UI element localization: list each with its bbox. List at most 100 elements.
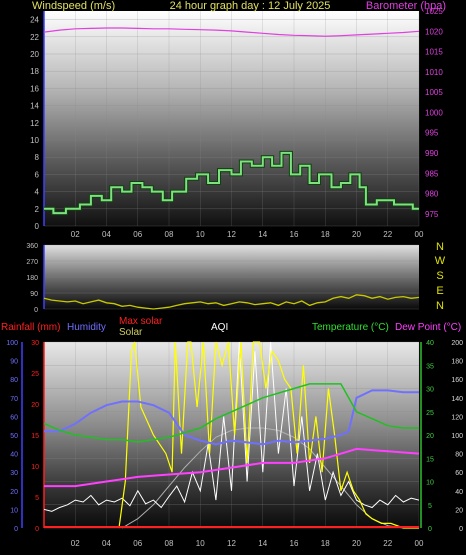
top-x-tick-label: 12 bbox=[227, 230, 236, 239]
direction-series-group bbox=[43, 294, 420, 310]
bottom-x-tick-label: 22 bbox=[383, 539, 392, 548]
barometer-tick-label: 1005 bbox=[425, 88, 443, 97]
humidity-tick-label: 70 bbox=[10, 396, 18, 403]
compass-letter-label: E bbox=[436, 285, 443, 297]
rain-tick-label: 0 bbox=[35, 526, 39, 533]
humidity-tick-label: 20 bbox=[10, 489, 18, 496]
windspeed-tick-label: 6 bbox=[35, 170, 40, 179]
temperature-tick-label: 30 bbox=[426, 387, 434, 394]
windspeed-tick-label: 16 bbox=[30, 84, 39, 93]
barometer-tick-label: 995 bbox=[425, 129, 439, 138]
top-gridlines bbox=[43, 11, 420, 227]
bottom-x-tick-label: 00 bbox=[415, 539, 424, 548]
aqi-tick-label: 140 bbox=[451, 396, 463, 403]
temperature-tick-label: 15 bbox=[426, 456, 434, 463]
rain-tick-label: 15 bbox=[31, 433, 39, 440]
direction-degree-label: 0 bbox=[34, 307, 38, 314]
aqi-tick-label: 180 bbox=[451, 359, 463, 366]
windspeed-tick-label: 2 bbox=[35, 205, 40, 214]
compass-letter-label: W bbox=[435, 255, 446, 267]
barometer-tick-label: 1000 bbox=[425, 108, 443, 117]
legend-temperature: Temperature (°C) bbox=[312, 322, 389, 333]
rain-tick-label: 20 bbox=[31, 402, 39, 409]
temperature-tick-label: 0 bbox=[428, 526, 432, 533]
top-series-group bbox=[43, 27, 420, 216]
aqi-tick-label: 40 bbox=[455, 489, 463, 496]
rain-tick-label: 10 bbox=[31, 464, 39, 471]
aqi-tick-label: 60 bbox=[455, 470, 463, 477]
windspeed-tick-label: 12 bbox=[30, 119, 39, 128]
top-x-tick-label: 18 bbox=[321, 230, 330, 239]
barometer-tick-label: 1010 bbox=[425, 68, 443, 77]
barometer-tick-label: 975 bbox=[425, 210, 439, 219]
direction-degree-ticks: 0 90 180 270 360 bbox=[26, 243, 38, 314]
humidity-tick-label: 60 bbox=[10, 414, 18, 421]
bottom-x-tick-label: 12 bbox=[227, 539, 236, 548]
barometer-axis-ticks: 975 980 985 990 995 1000 1005 1010 1015 1020 1025 bbox=[425, 7, 443, 219]
windspeed-tick-label: 8 bbox=[35, 153, 40, 162]
legend-max-solar: Max solar bbox=[119, 316, 163, 327]
temperature-tick-label: 40 bbox=[426, 340, 434, 347]
top-x-tick-label: 20 bbox=[352, 230, 361, 239]
rain-tick-label: 30 bbox=[31, 340, 39, 347]
bottom-series-group bbox=[43, 341, 420, 529]
windspeed-tick-label: 20 bbox=[30, 50, 39, 59]
top-x-tick-label: 08 bbox=[165, 230, 174, 239]
aqi-tick-label: 80 bbox=[455, 452, 463, 459]
chart-title: 24 hour graph day : 12 July 2025 bbox=[170, 0, 331, 12]
bottom-x-tick-label: 08 bbox=[165, 539, 174, 548]
legend-dew-point: Dew Point (°C) bbox=[395, 322, 461, 333]
aqi-tick-label: 200 bbox=[451, 340, 463, 347]
compass-letter-label: N bbox=[436, 241, 444, 253]
bottom-x-tick-label: 02 bbox=[71, 539, 80, 548]
aqi-tick-label: 100 bbox=[451, 433, 463, 440]
barometer-tick-label: 980 bbox=[425, 190, 439, 199]
top-x-tick-label: 10 bbox=[196, 230, 205, 239]
humidity-line bbox=[44, 389, 419, 446]
windspeed-tick-label: 22 bbox=[30, 33, 39, 42]
barometer-tick-label: 1025 bbox=[425, 7, 443, 16]
humidity-tick-label: 40 bbox=[10, 452, 18, 459]
humidity-tick-label: 50 bbox=[10, 433, 18, 440]
legend-humidity: Humidity bbox=[67, 322, 106, 333]
bottom-axes: 0510152025303540010203040506070809010005… bbox=[6, 340, 463, 533]
humidity-tick-label: 90 bbox=[10, 359, 18, 366]
aqi-line bbox=[43, 341, 420, 512]
legend-aqi: AQI bbox=[211, 322, 228, 333]
barometer-tick-label: 1020 bbox=[425, 27, 443, 36]
windspeed-axis-label: Windspeed (m/s) bbox=[32, 0, 115, 12]
top-x-tick-label: 14 bbox=[258, 230, 267, 239]
top-x-tick-label: 06 bbox=[133, 230, 142, 239]
top-x-tick-label: 16 bbox=[290, 230, 299, 239]
bottom-x-tick-label: 10 bbox=[196, 539, 205, 548]
windspeed-tick-label: 18 bbox=[30, 67, 39, 76]
temperature-tick-label: 20 bbox=[426, 433, 434, 440]
temperature-tick-label: 5 bbox=[428, 503, 432, 510]
windspeed-tick-label: 10 bbox=[30, 136, 39, 145]
dew-point-line bbox=[44, 447, 420, 488]
rain-tick-label: 5 bbox=[35, 495, 39, 502]
bottom-x-tick-label: 04 bbox=[102, 539, 111, 548]
windspeed-tick-label: 24 bbox=[30, 16, 39, 25]
compass-letter-label: S bbox=[436, 270, 443, 282]
humidity-tick-label: 80 bbox=[10, 377, 18, 384]
solar-line bbox=[118, 341, 419, 529]
aqi-tick-label: 120 bbox=[451, 414, 463, 421]
bottom-x-tick-label: 16 bbox=[290, 539, 299, 548]
bottom-x-tick-label: 06 bbox=[133, 539, 142, 548]
barometer-tick-label: 985 bbox=[425, 169, 439, 178]
windspeed-tick-label: 4 bbox=[35, 188, 40, 197]
bottom-x-tick-label: 18 bbox=[321, 539, 330, 548]
max-solar-line bbox=[121, 427, 404, 529]
humidity-tick-label: 100 bbox=[6, 340, 18, 347]
legend-rainfall: Rainfall (mm) bbox=[1, 322, 60, 333]
direction-degree-label: 360 bbox=[26, 243, 38, 250]
barometer-tick-label: 990 bbox=[425, 149, 439, 158]
barometer-axis-label: Barometer (hpa) bbox=[366, 0, 446, 12]
aqi-tick-label: 0 bbox=[459, 526, 463, 533]
